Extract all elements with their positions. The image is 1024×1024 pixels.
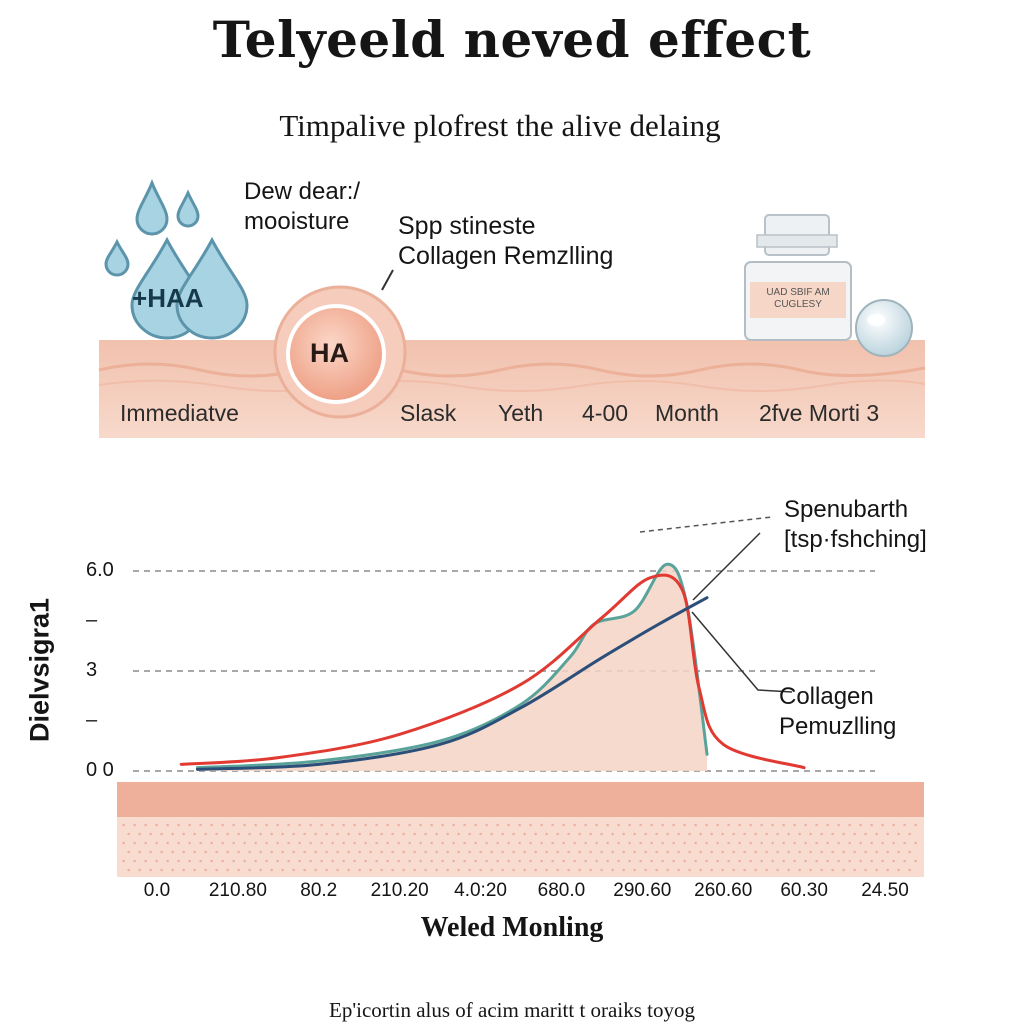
water-drops-icon xyxy=(104,179,249,340)
drop-label: +HAA xyxy=(132,283,204,313)
page-subtitle: Timpalive plofrest the alive delaing xyxy=(279,108,721,143)
cream-jar-icon xyxy=(744,214,852,341)
ha-bubble-label: HA xyxy=(310,338,349,368)
timeline-label: 4-00 xyxy=(582,400,629,426)
x-tick-label: 24.50 xyxy=(861,880,909,901)
callout-leader xyxy=(639,516,773,533)
skin-dermis xyxy=(117,817,924,877)
callout-spenubarth: Spenubarth [tsp·fshching] xyxy=(784,496,927,553)
series-line-collagen-pemuzlling xyxy=(195,596,709,771)
x-tick-label: 680.0 xyxy=(537,880,586,901)
series-line-hydration xyxy=(195,562,709,770)
page-title: Telyeeld neved effect xyxy=(212,10,812,69)
footer-caption: Ep'icortin alus of acim maritt t oraiks … xyxy=(329,998,695,1022)
x-tick-label: 290.60 xyxy=(613,880,672,901)
callout-leader xyxy=(691,611,793,693)
x-tick-label: 260.60 xyxy=(694,880,753,901)
timeline-label: 2fve Morti 3 xyxy=(759,400,880,426)
skin-illustration xyxy=(98,179,926,438)
series-line-spenubarth xyxy=(179,573,806,770)
line-chart xyxy=(117,516,924,877)
x-axis-label: Weled Monling xyxy=(420,912,604,943)
callout-leader xyxy=(692,532,761,601)
series-area-fill xyxy=(197,564,708,771)
moisture-label: Dew dear:/ mooisture xyxy=(244,178,361,235)
x-tick-label: 210.80 xyxy=(208,880,267,901)
pearl-icon xyxy=(855,299,913,357)
jar-label: UAD SBIF AM CUGLESY xyxy=(766,287,830,310)
x-tick-label: 60.30 xyxy=(780,880,828,901)
callout-collagen: Collagen Pemuzlling xyxy=(779,683,897,740)
y-tick-label: – xyxy=(86,609,98,631)
y-tick-label: – xyxy=(86,709,98,731)
y-axis-label: Dielvsigra1 xyxy=(24,597,55,743)
y-tick-label: 0 0 xyxy=(86,759,114,781)
timeline-label: Slask xyxy=(400,400,457,426)
x-tick-label: 210.20 xyxy=(370,880,429,901)
timeline-label: Immediatve xyxy=(120,400,239,426)
y-tick-label: 6.0 xyxy=(86,559,114,581)
x-tick-label: 4.0:20 xyxy=(454,880,507,901)
x-tick-label: 0.0 xyxy=(143,880,171,901)
timeline-label: Yeth xyxy=(498,400,544,426)
collagen-label: Spp stineste Collagen Remzlling xyxy=(398,212,614,270)
timeline-label: Month xyxy=(655,400,719,426)
y-tick-label: 3 xyxy=(86,659,98,681)
ha-bubble-icon xyxy=(273,285,407,419)
x-tick-label: 80.2 xyxy=(300,880,338,901)
skin-layer xyxy=(117,782,924,817)
